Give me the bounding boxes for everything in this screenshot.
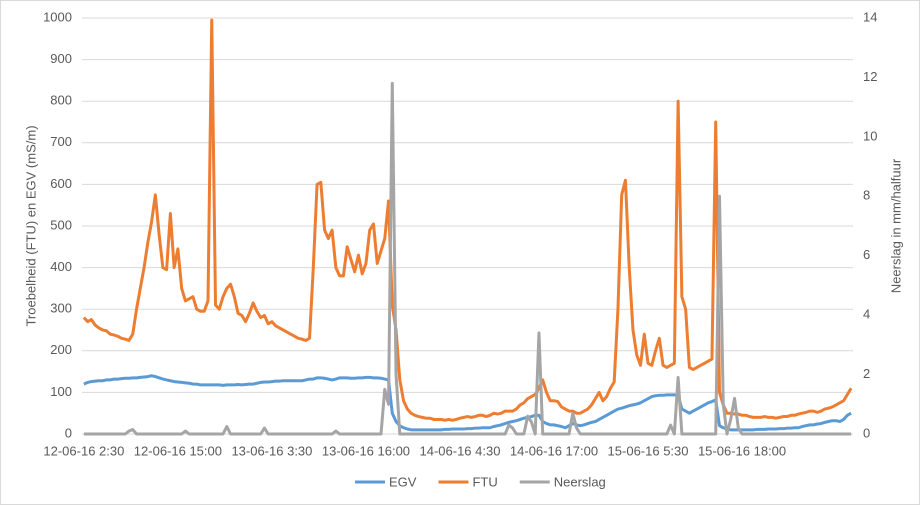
legend-label: EGV bbox=[389, 474, 417, 489]
y-tick-label: 200 bbox=[50, 342, 72, 357]
y-tick-label: 800 bbox=[50, 93, 72, 108]
legend-label: FTU bbox=[472, 474, 497, 489]
legend-label: Neerslag bbox=[554, 474, 606, 489]
y2-tick-label: 0 bbox=[863, 425, 870, 440]
y-tick-label: 1000 bbox=[43, 9, 72, 24]
y2-axis-title: Neerslag in mm/halfuur bbox=[888, 158, 903, 293]
y2-tick-label: 6 bbox=[863, 247, 870, 262]
y-tick-label: 700 bbox=[50, 134, 72, 149]
x-tick-label: 15-06-16 18:00 bbox=[698, 443, 786, 458]
series-line bbox=[83, 81, 852, 436]
y-tick-label: 300 bbox=[50, 301, 72, 316]
y2-tick-label: 12 bbox=[863, 69, 877, 84]
x-tick-label: 14-06-16 17:00 bbox=[510, 443, 598, 458]
y2-tick-label: 2 bbox=[863, 366, 870, 381]
y-tick-label: 400 bbox=[50, 259, 72, 274]
y2-tick-label: 10 bbox=[863, 128, 877, 143]
y2-tick-label: 4 bbox=[863, 307, 870, 322]
y-tick-label: 100 bbox=[50, 384, 72, 399]
x-tick-label: 15-06-16 5:30 bbox=[608, 443, 689, 458]
y-tick-label: 0 bbox=[65, 425, 72, 440]
y-axis-title: Troebelheid (FTU) en EGV (mS/m) bbox=[23, 125, 38, 326]
x-tick-label: 13-06-16 3:30 bbox=[231, 443, 312, 458]
x-tick-label: 12-06-16 15:00 bbox=[134, 443, 222, 458]
series-line bbox=[83, 374, 852, 432]
y-tick-label: 900 bbox=[50, 51, 72, 66]
x-tick-label: 14-06-16 4:30 bbox=[420, 443, 501, 458]
y2-tick-label: 14 bbox=[863, 9, 877, 24]
x-tick-label: 12-06-16 2:30 bbox=[43, 443, 124, 458]
x-tick-label: 13-06-16 16:00 bbox=[322, 443, 410, 458]
y-tick-label: 500 bbox=[50, 217, 72, 232]
y2-tick-label: 8 bbox=[863, 188, 870, 203]
y-tick-label: 600 bbox=[50, 176, 72, 191]
